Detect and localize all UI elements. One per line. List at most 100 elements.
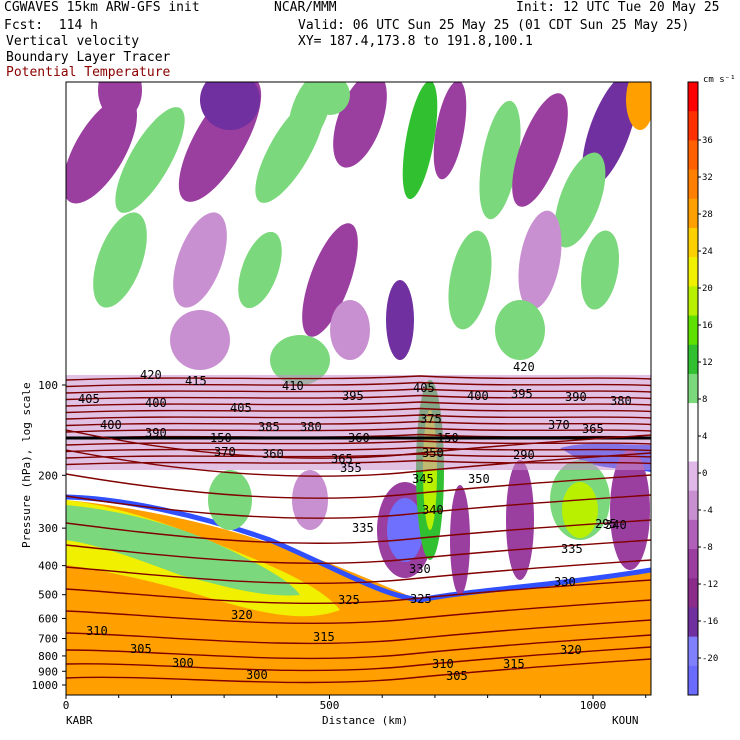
w-contour [580, 230, 620, 310]
theta-contour-label: 400 [145, 396, 167, 410]
y-tick-label: 200 [38, 469, 58, 482]
theta-contour [66, 407, 651, 414]
x-tick-label: 500 [320, 699, 340, 712]
colorbar-swatch [688, 403, 698, 433]
theta-contour-label: 290 [513, 448, 535, 462]
theta-contour [66, 646, 651, 672]
theta-contour [66, 440, 651, 446]
colorbar-swatch [688, 257, 698, 287]
theta-contour [66, 559, 651, 584]
colorbar-swatch [688, 607, 698, 638]
theta-contour [66, 599, 651, 625]
colorbar-swatch [688, 665, 698, 696]
theta-contour-label: 350 [422, 446, 444, 460]
y-tick-label: 300 [38, 522, 58, 535]
w-contour [310, 82, 350, 115]
colorbar-tick-label: 32 [702, 173, 713, 183]
pbl-tracer-region [66, 505, 300, 596]
w-contour [173, 212, 227, 308]
colorbar-tick-label: -8 [702, 543, 713, 553]
theta-contour-label: 380 [300, 420, 322, 434]
theta-contour-label: 365 [582, 422, 604, 436]
colorbar-tick-label: -4 [702, 506, 713, 516]
x-tick-label: 1000 [580, 699, 607, 712]
w-contour [66, 96, 137, 204]
colorbar-swatch [688, 111, 698, 141]
theta-contour-label: 370 [548, 418, 570, 432]
colorbar-swatch [688, 373, 698, 404]
theta-contour-label: 420 [140, 368, 162, 382]
w-contour [512, 93, 568, 207]
theta-contour [66, 401, 651, 407]
colorbar-tick-label: 8 [702, 395, 707, 405]
theta-contour-label: 295 [595, 517, 617, 531]
theta-contour-label: 420 [513, 360, 535, 374]
theta-contour [66, 394, 651, 401]
colorbar-swatch [688, 636, 698, 667]
valid-time: Valid: 06 UTC Sun 25 May 25 (01 CDT Sun … [298, 18, 690, 33]
w-contour [518, 210, 562, 310]
theta-contour-label: 395 [342, 389, 364, 403]
theta-contour [66, 519, 651, 544]
theta-contour-label: 370 [214, 445, 236, 459]
colorbar-tick-label: 20 [702, 284, 713, 294]
right-station-label: KOUN [612, 714, 639, 727]
w-contour [448, 230, 492, 330]
theta-contour [66, 420, 651, 427]
org-title: NCAR/MMM [274, 0, 337, 15]
w-contour [626, 82, 651, 130]
w-contour [270, 335, 330, 385]
colorbar-tick-label: 12 [702, 358, 713, 368]
colorbar-tick-label: 16 [702, 321, 713, 331]
w-contour [495, 300, 545, 360]
w-contour [115, 107, 185, 213]
theta-contour-label: 305 [446, 669, 468, 683]
colorbar-swatch [688, 82, 698, 112]
field-potential-temperature: Potential Temperature [6, 65, 171, 80]
colorbar-tick-label: 0 [702, 469, 707, 479]
theta-contour [66, 375, 651, 381]
theta-contour-label: 375 [420, 412, 442, 426]
theta-contour [66, 658, 651, 684]
colorbar-swatch [688, 432, 698, 462]
theta-contour-label: 380 [610, 394, 632, 408]
theta-contour-label: 390 [565, 390, 587, 404]
w-contour [450, 485, 470, 595]
colorbar-swatch [688, 549, 698, 579]
theta-contour-label: 365 [331, 452, 353, 466]
w-contour [170, 310, 230, 370]
theta-contour [66, 619, 651, 645]
theta-contour-label: 400 [100, 418, 122, 432]
theta-contour-label: 395 [511, 387, 533, 401]
theta-contour-label: 410 [282, 379, 304, 393]
w-contour [402, 82, 438, 200]
theta-contour-label: 315 [313, 630, 335, 644]
w-contour [333, 82, 387, 168]
w-contour [93, 212, 147, 308]
theta-contour-label: 360 [262, 447, 284, 461]
theta-contour-label: 305 [130, 642, 152, 656]
theta-contour-label: 300 [172, 656, 194, 670]
colorbar-swatch [688, 490, 698, 521]
theta-contour [66, 429, 651, 459]
colorbar-swatch [688, 169, 698, 200]
colorbar-tick-label: 36 [702, 136, 713, 146]
theta-contour-label: 310 [86, 624, 108, 638]
theta-contour-label: 355 [340, 461, 362, 475]
theta-contour [66, 634, 651, 660]
y-tick-label: 1000 [32, 679, 59, 692]
cross-section-endpoints: XY= 187.4,173.8 to 191.8,100.1 [298, 34, 533, 49]
x-tick-label: 0 [63, 699, 70, 712]
colorbar-tick-label: 4 [702, 432, 707, 442]
w-contour [610, 450, 650, 570]
plot-frame [65, 81, 652, 696]
theta-contour [66, 473, 651, 499]
colorbar-frame [687, 81, 699, 696]
theta-contour [66, 539, 651, 564]
forecast-hour: Fcst: 114 h [4, 18, 98, 33]
w-contour [554, 152, 606, 248]
y-tick-label: 900 [38, 665, 58, 678]
colorbar-swatch [688, 198, 698, 229]
colorbar-tick-label: 28 [702, 210, 713, 220]
